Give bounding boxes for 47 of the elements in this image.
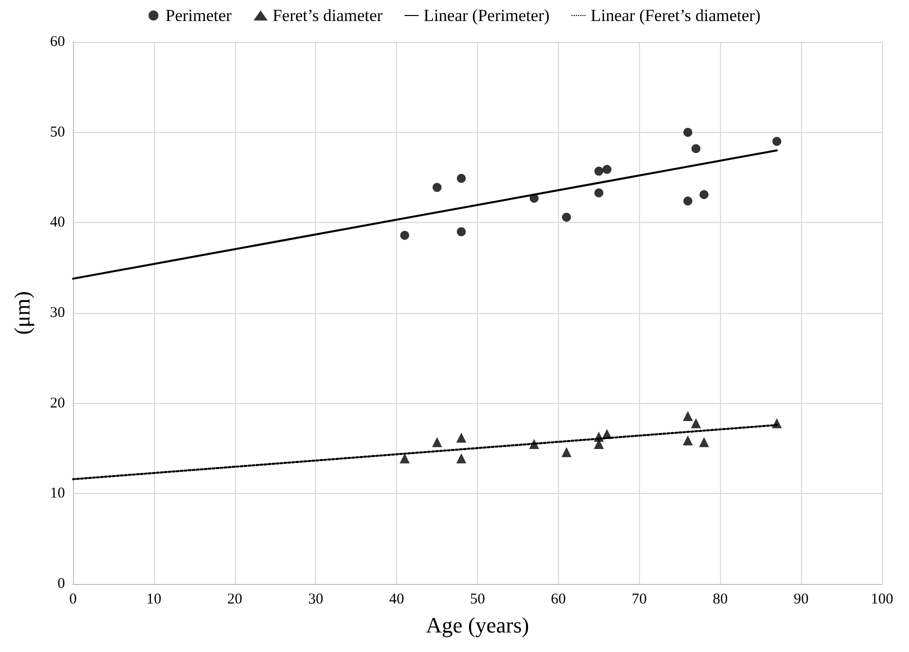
point — [456, 227, 466, 236]
point — [456, 453, 466, 464]
y-tick-label: 0 — [58, 576, 65, 592]
point — [594, 438, 604, 449]
x-tick-label: 40 — [389, 592, 404, 608]
y-tick-label: 30 — [50, 305, 65, 321]
legend-label: Linear (Feret’s diameter) — [590, 6, 761, 25]
x-tick-label: 0 — [69, 592, 77, 608]
legend-label: Perimeter — [166, 6, 232, 25]
point — [682, 410, 693, 421]
point — [683, 128, 692, 137]
point — [400, 230, 410, 240]
point — [432, 182, 442, 192]
point — [561, 447, 572, 458]
point — [594, 188, 604, 198]
point — [456, 432, 466, 443]
x-tick-label: 70 — [632, 592, 647, 608]
y-tick-label: 60 — [50, 34, 65, 50]
y-tick-label: 50 — [50, 124, 65, 140]
y-tick-label: 40 — [50, 214, 65, 231]
point — [456, 174, 466, 183]
legend-label: Feret’s diameter — [272, 6, 383, 25]
x-tick-label: 30 — [308, 592, 324, 608]
x-axis-title: Age (years) — [426, 612, 530, 638]
point — [562, 212, 571, 222]
point — [602, 164, 612, 174]
x-tick-label: 20 — [227, 592, 242, 608]
point — [432, 437, 442, 448]
point — [594, 166, 604, 176]
point — [682, 435, 693, 446]
point — [700, 190, 709, 200]
y-tick-label: 10 — [50, 486, 65, 502]
x-tick-label: 100 — [870, 592, 894, 608]
x-tick-label: 80 — [712, 592, 728, 608]
point — [683, 196, 692, 206]
legend-label: Linear (Perimeter) — [424, 6, 550, 25]
y-tick-label: 20 — [50, 395, 65, 412]
point — [690, 418, 701, 428]
point — [699, 437, 710, 448]
x-tick-label: 50 — [470, 592, 485, 608]
point — [691, 144, 700, 154]
point — [772, 136, 782, 146]
y-axis-title: (μm) — [10, 291, 34, 335]
point — [400, 453, 410, 464]
x-tick-label: 90 — [794, 592, 809, 608]
x-tick-label: 60 — [550, 592, 566, 608]
x-tick-label: 10 — [146, 592, 162, 608]
